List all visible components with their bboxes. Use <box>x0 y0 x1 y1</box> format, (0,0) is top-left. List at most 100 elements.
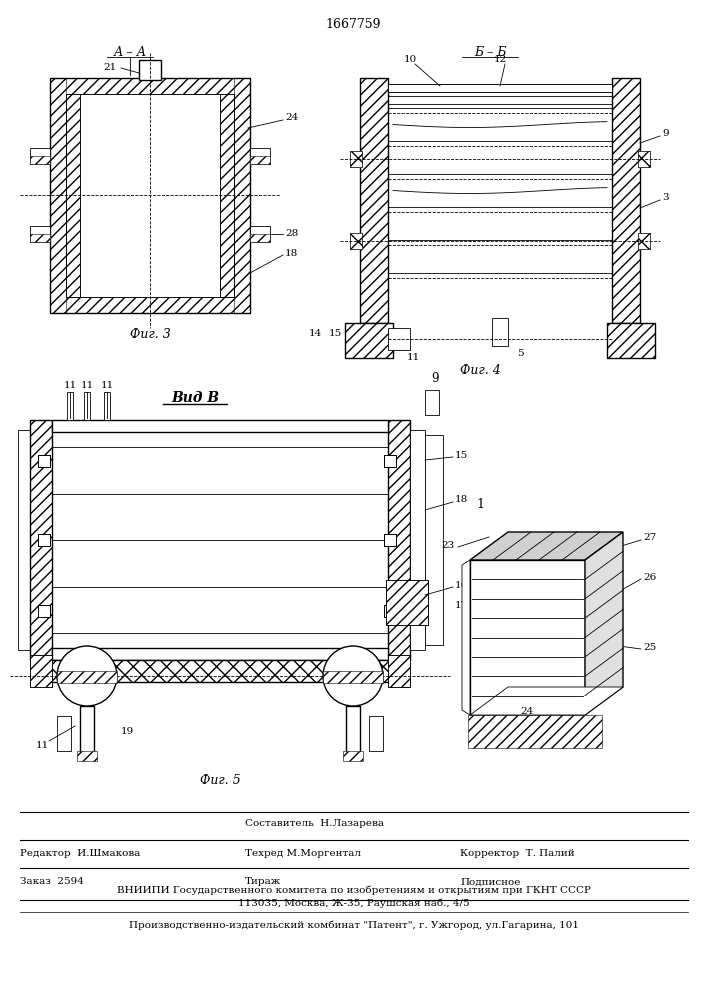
Bar <box>47 660 393 682</box>
Polygon shape <box>585 532 623 715</box>
Text: 24: 24 <box>285 113 298 122</box>
Bar <box>350 233 362 249</box>
Bar <box>67 392 73 420</box>
Bar <box>607 323 655 358</box>
Bar <box>80 706 94 756</box>
Text: 10: 10 <box>404 55 416 64</box>
Bar <box>384 534 396 546</box>
Text: 1667759: 1667759 <box>325 18 381 31</box>
Text: Подписное: Подписное <box>460 878 520 886</box>
Text: 9: 9 <box>662 128 669 137</box>
Bar <box>57 716 71 751</box>
Bar <box>57 671 117 683</box>
Bar <box>220 94 234 297</box>
Circle shape <box>323 646 383 706</box>
Bar <box>220 94 234 297</box>
Text: 11: 11 <box>407 354 420 362</box>
Polygon shape <box>470 532 623 560</box>
Text: Редактор  И.Шмакова: Редактор И.Шмакова <box>20 850 141 858</box>
Text: А – А: А – А <box>113 45 146 58</box>
Polygon shape <box>462 560 470 715</box>
Text: 21: 21 <box>104 64 117 73</box>
Bar <box>384 605 396 617</box>
Bar <box>345 323 393 358</box>
Bar <box>323 671 383 683</box>
Circle shape <box>57 646 117 706</box>
Bar <box>388 655 410 687</box>
Text: Фиг. 3: Фиг. 3 <box>129 328 170 342</box>
Bar <box>386 580 428 625</box>
Bar <box>234 78 250 313</box>
Bar <box>638 233 650 249</box>
Bar <box>38 605 50 617</box>
Bar <box>350 151 362 167</box>
Bar <box>612 78 640 323</box>
Text: 26: 26 <box>643 572 656 582</box>
Bar <box>50 297 250 313</box>
Bar <box>360 78 388 323</box>
Text: 11: 11 <box>100 380 114 389</box>
Text: 28: 28 <box>285 230 298 238</box>
Text: 11: 11 <box>35 742 49 750</box>
Bar <box>18 430 30 650</box>
Text: 23: 23 <box>442 540 455 550</box>
Bar <box>52 420 388 432</box>
Bar <box>607 323 655 358</box>
Bar <box>388 328 410 350</box>
Text: Производственно-издательский комбинат "Патент", г. Ужгород, ул.Гагарина, 101: Производственно-издательский комбинат "П… <box>129 920 579 930</box>
Bar <box>66 94 234 297</box>
Bar <box>30 655 52 687</box>
Bar <box>638 151 650 167</box>
Text: Б – Б: Б – Б <box>474 45 506 58</box>
Text: Фиг. 6: Фиг. 6 <box>536 722 576 736</box>
Bar <box>250 226 270 242</box>
Text: 18: 18 <box>455 495 468 504</box>
Bar <box>30 234 50 242</box>
Bar <box>250 156 270 164</box>
Bar <box>468 715 602 748</box>
Bar <box>346 706 360 756</box>
Bar <box>384 534 396 546</box>
Text: 18: 18 <box>285 248 298 257</box>
Text: 12: 12 <box>493 55 507 64</box>
Bar <box>425 390 439 415</box>
Polygon shape <box>470 687 623 715</box>
Text: Фиг. 5: Фиг. 5 <box>199 774 240 788</box>
Bar <box>343 751 363 761</box>
Polygon shape <box>470 560 585 715</box>
Text: 11: 11 <box>64 380 76 389</box>
Bar <box>612 78 640 323</box>
Text: Составитель  Н.Лазарева: Составитель Н.Лазарева <box>245 820 384 828</box>
Text: 25: 25 <box>643 643 656 652</box>
Bar <box>30 226 50 242</box>
Bar <box>38 534 50 546</box>
Bar <box>38 455 50 467</box>
Bar <box>388 420 410 660</box>
Bar <box>410 430 425 650</box>
Text: 19: 19 <box>120 726 134 736</box>
Text: 113035, Москва, Ж-35, Раушская наб., 4/5: 113035, Москва, Ж-35, Раушская наб., 4/5 <box>238 898 470 908</box>
Bar <box>50 78 250 94</box>
Bar <box>30 420 52 660</box>
Text: 27: 27 <box>643 532 656 542</box>
Bar <box>360 78 388 323</box>
Text: ВНИИПИ Государственного комитета по изобретениям и открытиям при ГКНТ СССР: ВНИИПИ Государственного комитета по изоб… <box>117 885 591 895</box>
Text: 14: 14 <box>308 328 322 338</box>
Bar <box>388 96 612 104</box>
Bar <box>50 78 66 313</box>
Text: 17: 17 <box>455 600 468 609</box>
Text: Фиг. 4: Фиг. 4 <box>460 364 501 377</box>
Text: 5: 5 <box>517 349 523 358</box>
Text: Техред М.Моргентал: Техред М.Моргентал <box>245 850 361 858</box>
Text: Корректор  Т. Палий: Корректор Т. Палий <box>460 850 575 858</box>
Text: Заказ  2594: Заказ 2594 <box>20 878 84 886</box>
Bar <box>30 655 52 687</box>
Text: 15: 15 <box>328 328 341 338</box>
Bar <box>139 60 161 80</box>
Bar <box>350 151 362 167</box>
Text: 1: 1 <box>476 498 484 512</box>
Bar <box>386 580 428 625</box>
Bar <box>638 151 650 167</box>
Bar <box>38 534 50 546</box>
Bar <box>384 455 396 467</box>
